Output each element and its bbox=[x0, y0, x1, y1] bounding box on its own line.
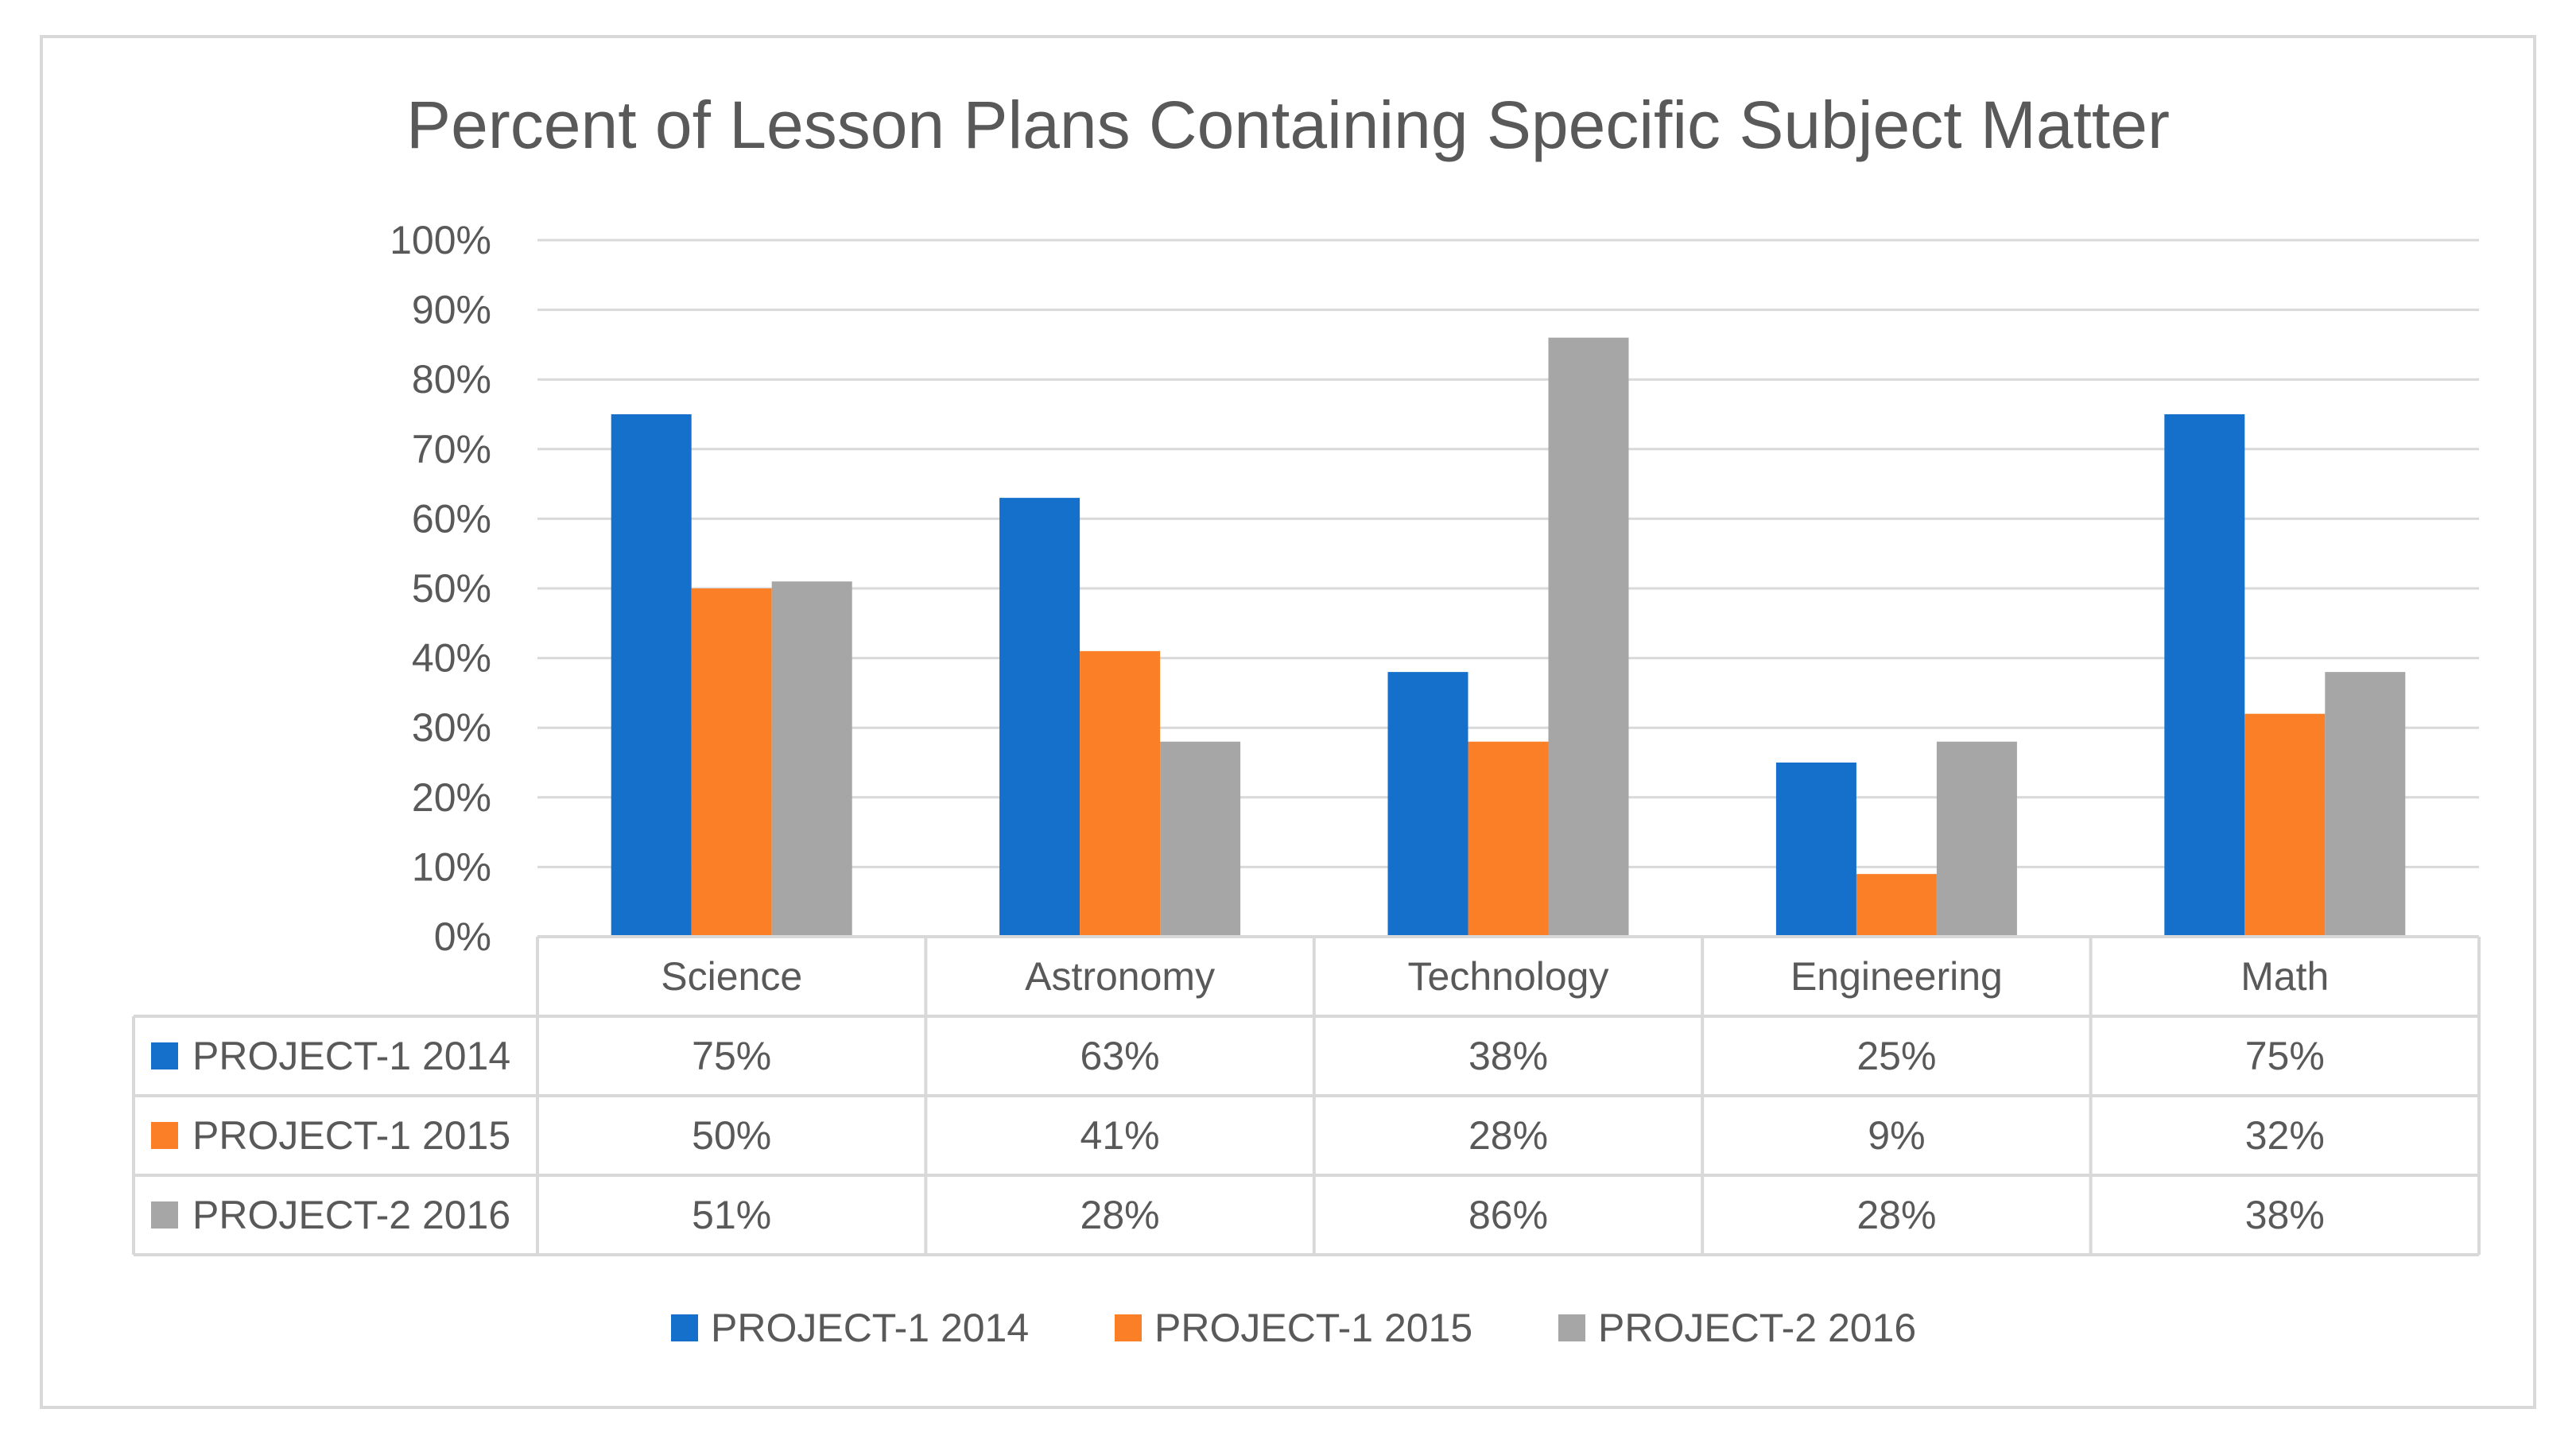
table-value-cell: 50% bbox=[692, 1113, 771, 1158]
bar-1-4 bbox=[2244, 713, 2326, 937]
y-tick-label: 60% bbox=[412, 496, 491, 541]
table-series-label: PROJECT-1 2014 bbox=[192, 1034, 510, 1078]
bar-0-3 bbox=[1775, 763, 1856, 937]
legend-label: PROJECT-1 2015 bbox=[1154, 1306, 1472, 1350]
table-value-cell: 75% bbox=[692, 1034, 771, 1078]
y-tick-label: 100% bbox=[390, 218, 491, 262]
table-value-cell: 63% bbox=[1080, 1034, 1160, 1078]
category-label: Technology bbox=[1408, 954, 1609, 999]
y-tick-label: 50% bbox=[412, 566, 491, 611]
table-value-cell: 51% bbox=[692, 1193, 771, 1237]
bar-0-0 bbox=[611, 414, 692, 937]
table-value-cell: 28% bbox=[1468, 1113, 1548, 1158]
y-tick-label: 80% bbox=[412, 357, 491, 402]
legend-swatch bbox=[1558, 1314, 1585, 1341]
y-tick-label: 10% bbox=[412, 844, 491, 889]
y-axis-tick-labels: 0% 10% 20% 30% 40% 50% 60% 70% 80% 90% 100% bbox=[390, 218, 491, 959]
bar-2-0 bbox=[771, 581, 852, 937]
bar-2-2 bbox=[1548, 337, 1629, 937]
bar-1-3 bbox=[1856, 874, 1937, 937]
y-tick-label: 70% bbox=[412, 427, 491, 472]
gridlines bbox=[537, 239, 2479, 868]
bar-0-2 bbox=[1387, 672, 1468, 937]
category-label: Math bbox=[2240, 954, 2329, 999]
category-label: Science bbox=[661, 954, 802, 999]
table-value-cell: 32% bbox=[2245, 1113, 2325, 1158]
table-value-cell: 9% bbox=[1868, 1113, 1925, 1158]
bar-2-1 bbox=[1160, 741, 1241, 937]
table-value-cell: 75% bbox=[2245, 1034, 2325, 1078]
table-value-cell: 28% bbox=[1080, 1193, 1160, 1237]
y-tick-label: 40% bbox=[412, 636, 491, 681]
table-value-cell: 38% bbox=[2245, 1193, 2325, 1237]
chart-title: Percent of Lesson Plans Containing Speci… bbox=[406, 87, 2170, 162]
legend-swatch bbox=[1115, 1314, 1142, 1341]
table-value-cell: 86% bbox=[1468, 1193, 1548, 1237]
legend-label: PROJECT-2 2016 bbox=[1598, 1306, 1916, 1350]
category-label: Engineering bbox=[1790, 954, 2003, 999]
bar-0-1 bbox=[999, 498, 1080, 937]
table-value-cell: 28% bbox=[1856, 1193, 1936, 1237]
table-series-label: PROJECT-2 2016 bbox=[192, 1193, 510, 1237]
bars bbox=[611, 337, 2406, 937]
legend-label: PROJECT-1 2014 bbox=[711, 1306, 1029, 1350]
data-table: Science Astronomy Technology Engineering Mat… bbox=[132, 935, 2481, 1256]
y-tick-label: 90% bbox=[412, 288, 491, 332]
bar-2-4 bbox=[2325, 672, 2406, 937]
legend-swatch bbox=[671, 1314, 698, 1341]
table-value-cell: 41% bbox=[1080, 1113, 1160, 1158]
bar-1-0 bbox=[691, 588, 772, 937]
table-legend-key bbox=[151, 1201, 178, 1229]
bar-2-3 bbox=[1936, 741, 2017, 937]
bar-0-4 bbox=[2164, 414, 2245, 937]
category-label: Astronomy bbox=[1025, 954, 1215, 999]
y-tick-label: 30% bbox=[412, 705, 491, 750]
table-legend-key bbox=[151, 1042, 178, 1069]
y-tick-label: 20% bbox=[412, 775, 491, 820]
bar-1-1 bbox=[1080, 650, 1161, 937]
y-tick-label: 0% bbox=[434, 914, 491, 959]
chart-frame bbox=[40, 35, 2536, 1409]
legend: PROJECT-1 2014 PROJECT-1 2015 PROJECT-2 20… bbox=[671, 1306, 1916, 1350]
table-series-label: PROJECT-1 2015 bbox=[192, 1113, 510, 1158]
table-value-cell: 25% bbox=[1856, 1034, 1936, 1078]
bar-1-2 bbox=[1468, 741, 1549, 937]
table-legend-key bbox=[151, 1122, 178, 1149]
table-value-cell: 38% bbox=[1468, 1034, 1548, 1078]
